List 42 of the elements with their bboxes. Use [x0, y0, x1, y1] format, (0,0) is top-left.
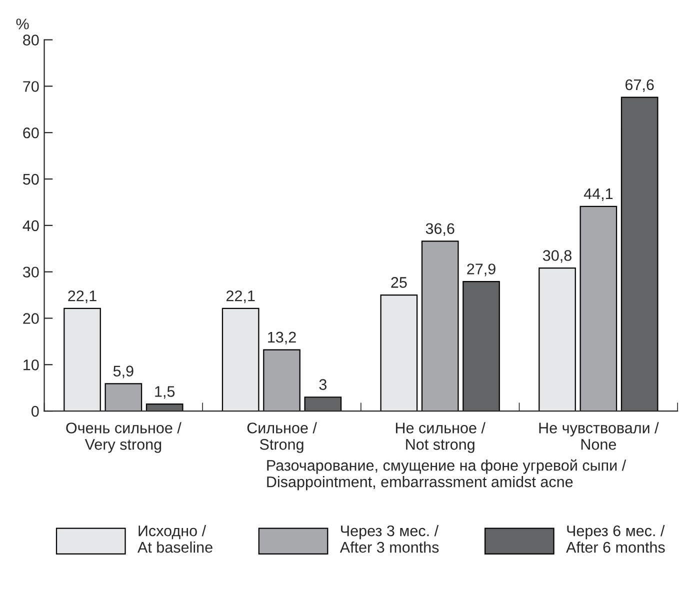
x-tick-label: Сильное / Strong: [247, 422, 317, 453]
data-label: 25: [391, 277, 407, 288]
data-label: 22,1: [68, 290, 96, 304]
y-tick-label: 50: [23, 174, 39, 185]
bar: [104, 383, 142, 412]
bar: [146, 404, 184, 412]
bar: [64, 308, 101, 412]
bar: [304, 396, 342, 412]
data-label: 3: [319, 379, 327, 390]
y-tick-label: 0: [32, 406, 39, 417]
x-axis-title: Разочарование, смущение на фоне угревой сыпи / Disappointment, embarrassment amidst acne: [267, 459, 626, 490]
bar: [222, 308, 260, 412]
y-tick-label: 40: [22, 220, 39, 232]
data-label: 1,5: [155, 386, 175, 399]
data-label: 30,8: [542, 250, 572, 263]
data-label: 5,9: [113, 366, 134, 378]
y-tick-label: 70: [23, 81, 39, 92]
bar: [538, 268, 576, 412]
bar: [580, 206, 618, 412]
data-label: 44,1: [584, 188, 613, 202]
y-tick-label: 80: [23, 34, 39, 46]
legend-label: Через 3 мес. / After 3 months: [340, 525, 439, 553]
data-label: 27,9: [467, 264, 496, 276]
x-tick-label: Не сильное / Not strong: [396, 422, 486, 453]
x-tick-label: Очень сильное / Very strong: [66, 422, 182, 453]
x-tick-label: Не чувствовали / None: [539, 422, 659, 450]
legend-label: Исходно / At baseline: [138, 525, 212, 553]
y-tick-label: 10: [24, 360, 39, 370]
data-label: 67,6: [626, 79, 654, 92]
bar: [380, 294, 418, 412]
bar: [462, 281, 500, 412]
data-label: 13,2: [268, 332, 296, 344]
y-axis-title: %: [16, 18, 29, 30]
y-tick-label: 60: [23, 127, 39, 138]
data-label: 22,1: [226, 290, 255, 304]
bar: [263, 349, 300, 412]
y-tick-label: 20: [23, 313, 39, 324]
bar: [421, 240, 459, 412]
y-tick-label: 30: [22, 266, 39, 278]
data-label: 36,6: [426, 223, 454, 236]
legend-label: Через 6 мес. / After 6 months: [566, 525, 665, 553]
bar: [620, 96, 658, 412]
